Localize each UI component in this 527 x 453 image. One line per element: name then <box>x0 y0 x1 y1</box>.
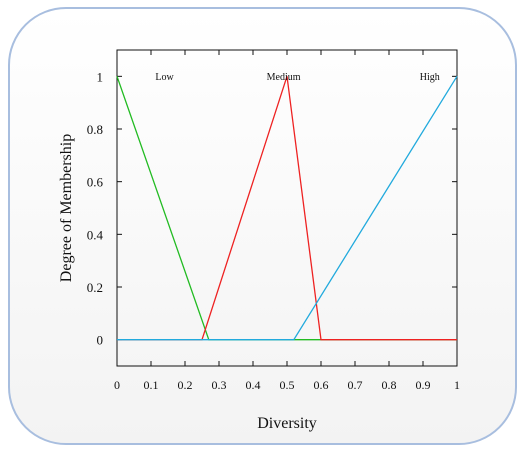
series-label-medium: Medium <box>267 72 301 83</box>
x-tick-label: 0.3 <box>212 378 227 392</box>
series-line-low <box>116 76 457 341</box>
x-tick-label: 0 <box>114 378 120 392</box>
y-tick-label: 0.8 <box>87 122 103 137</box>
x-tick-label: 0.7 <box>348 378 363 392</box>
x-tick-label: 0.6 <box>314 378 329 392</box>
x-tick-label: 0.4 <box>246 378 261 392</box>
x-tick-label: 0.5 <box>280 378 295 392</box>
chart-card <box>8 7 517 445</box>
y-tick-label: 0 <box>97 333 104 348</box>
x-axis-label: Diversity <box>257 415 317 432</box>
y-tick-label: 0.4 <box>87 227 104 242</box>
y-axis-label: Degree of Membership <box>58 134 75 282</box>
series-label-high: High <box>420 72 440 83</box>
series-line-high <box>117 75 458 341</box>
series-line-medium <box>117 76 457 341</box>
x-tick-label: 0.1 <box>144 378 159 392</box>
x-tick-label: 0.2 <box>178 378 193 392</box>
x-tick-label: 0.8 <box>382 378 397 392</box>
y-tick-label: 0.2 <box>87 280 103 295</box>
series-label-low: Low <box>155 72 174 83</box>
x-tick-label: 1 <box>454 378 460 392</box>
y-tick-label: 1 <box>97 69 104 84</box>
plot-frame <box>116 49 458 367</box>
x-tick-label: 0.9 <box>416 378 431 392</box>
y-tick-label: 0.6 <box>87 175 104 190</box>
